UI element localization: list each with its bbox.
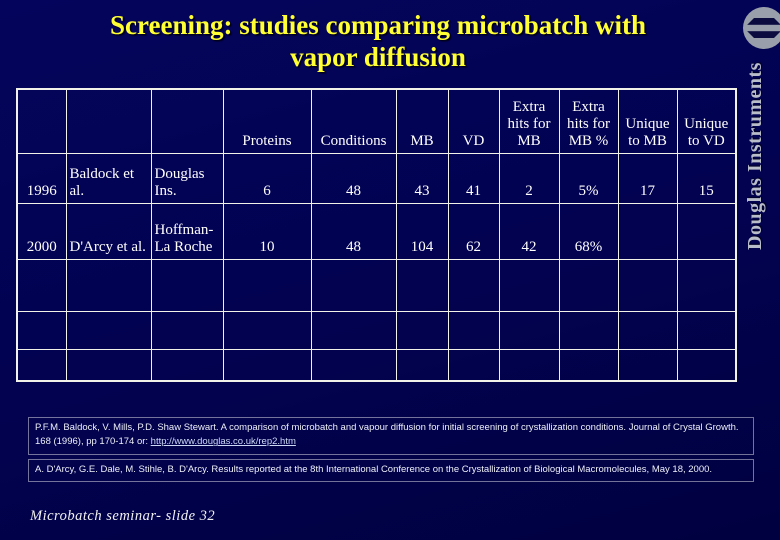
empty-cell [498,310,560,350]
cell-mb: 104 [395,202,449,260]
header-cell-unique-mb: Unique to MB [617,88,678,154]
slide-title-line2: vapor diffusion [290,42,466,73]
empty-cell [16,310,67,350]
table-empty-row [16,258,737,312]
cell-authors: D'Arcy et al. [65,202,152,260]
cell-unique-vd: 15 [676,152,737,204]
cell-year: 2000 [16,202,67,260]
cell-company: Douglas Ins. [150,152,224,204]
header-cell-extra-hits-mb-pct: Extra hits for MB % [558,88,619,154]
cell-vd: 62 [447,202,500,260]
reference-2: A. D'Arcy, G.E. Dale, M. Stihle, B. D'Ar… [28,459,754,483]
empty-cell [150,310,224,350]
empty-cell [310,348,397,382]
reference-1: P.F.M. Baldock, V. Mills, P.D. Shaw Stew… [28,417,754,455]
table-header-row: Proteins Conditions MB VD Extra hits for… [16,88,737,154]
empty-cell [65,348,152,382]
empty-cell [558,258,619,312]
empty-cell [310,310,397,350]
empty-cell [617,348,678,382]
cell-unique-mb [617,202,678,260]
header-cell-unique-vd: Unique to VD [676,88,737,154]
cell-extra-hits-mb-pct: 68% [558,202,619,260]
header-cell-extra-hits-mb: Extra hits for MB [498,88,560,154]
slide-title: Screening: studies comparing microbatch … [40,9,716,74]
cell-authors: Baldock et al. [65,152,152,204]
empty-cell [498,348,560,382]
cell-proteins: 10 [222,202,312,260]
cell-unique-mb: 17 [617,152,678,204]
empty-cell [676,348,737,382]
empty-cell [447,310,500,350]
header-cell-year [16,88,67,154]
empty-cell [16,348,67,382]
table-row-2000: 2000 D'Arcy et al. Hoffman-La Roche 10 4… [16,202,737,260]
reference-1-text: P.F.M. Baldock, V. Mills, P.D. Shaw Stew… [35,422,739,448]
empty-cell [617,258,678,312]
slide-number-footer: Microbatch seminar- slide 32 [30,508,216,524]
table-empty-row [16,310,737,350]
brand-vertical-text: Douglas Instruments [744,62,766,250]
cell-extra-hits-mb: 2 [498,152,560,204]
comparison-table: Proteins Conditions MB VD Extra hits for… [16,88,737,382]
header-cell-mb: MB [395,88,449,154]
empty-cell [498,258,560,312]
empty-cell [222,348,312,382]
cell-mb: 43 [395,152,449,204]
empty-cell [310,258,397,312]
empty-cell [395,348,449,382]
empty-cell [676,258,737,312]
empty-cell [222,310,312,350]
empty-cell [447,348,500,382]
empty-cell [16,258,67,312]
header-cell-authors [65,88,152,154]
table-empty-row [16,348,737,382]
empty-cell [150,348,224,382]
cell-proteins: 6 [222,152,312,204]
header-cell-proteins: Proteins [222,88,312,154]
header-cell-company [150,88,224,154]
cell-vd: 41 [447,152,500,204]
table-row-1996: 1996 Baldock et al. Douglas Ins. 6 48 43… [16,152,737,204]
empty-cell [65,258,152,312]
empty-cell [395,258,449,312]
empty-cell [558,348,619,382]
empty-cell [617,310,678,350]
cell-year: 1996 [16,152,67,204]
cell-conditions: 48 [310,152,397,204]
empty-cell [558,310,619,350]
header-cell-vd: VD [447,88,500,154]
reference-1-link[interactable]: http://www.douglas.co.uk/rep2.htm [150,436,296,448]
header-cell-conditions: Conditions [310,88,397,154]
cell-conditions: 48 [310,202,397,260]
cell-unique-vd [676,202,737,260]
empty-cell [676,310,737,350]
douglas-instruments-logo-icon [742,6,780,50]
empty-cell [447,258,500,312]
empty-cell [395,310,449,350]
cell-extra-hits-mb-pct: 5% [558,152,619,204]
cell-company: Hoffman-La Roche [150,202,224,260]
empty-cell [150,258,224,312]
cell-extra-hits-mb: 42 [498,202,560,260]
slide-title-line1: Screening: studies comparing microbatch … [110,10,646,40]
empty-cell [222,258,312,312]
reference-2-text: A. D'Arcy, G.E. Dale, M. Stihle, B. D'Ar… [35,464,713,475]
empty-cell [65,310,152,350]
